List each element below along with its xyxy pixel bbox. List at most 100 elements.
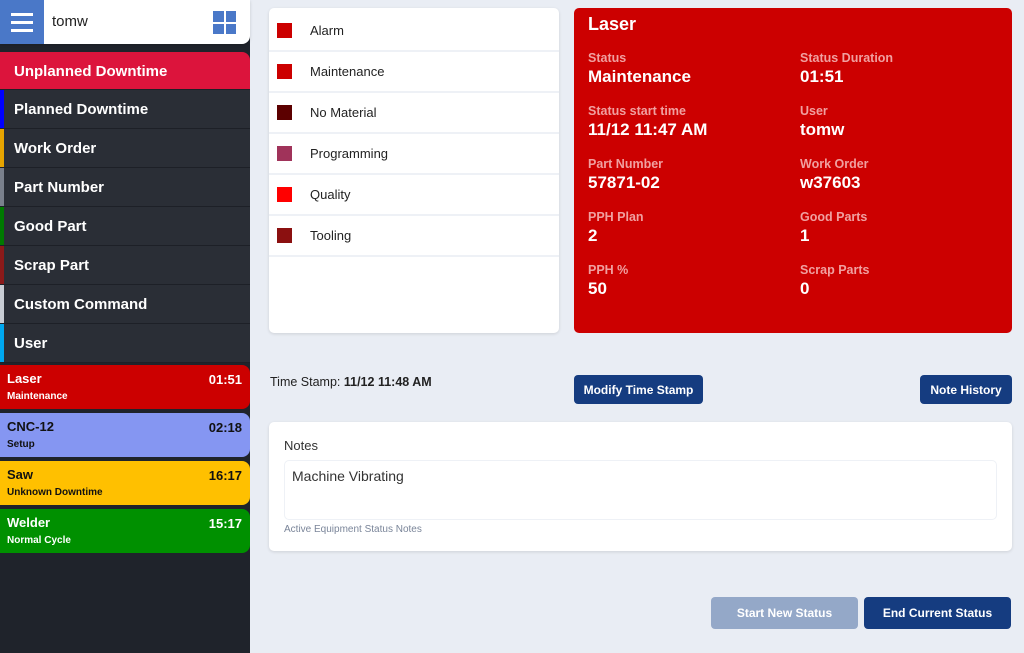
status-option-label: Alarm xyxy=(310,23,344,38)
machine-card[interactable]: Saw 16:17 Unknown Downtime xyxy=(0,461,250,505)
machine-name: CNC-12 xyxy=(7,419,54,434)
machine-card[interactable]: Laser 01:51 Maintenance xyxy=(0,365,250,409)
menu-item-label: User xyxy=(14,335,48,352)
detail-field: Work Order w37603 xyxy=(800,157,1000,193)
detail-field: PPH Plan 2 xyxy=(588,210,800,246)
menu-color-stripe xyxy=(0,168,4,206)
field-value: w37603 xyxy=(800,173,861,192)
menu-item-label: Good Part xyxy=(14,218,87,235)
detail-field: Status Duration 01:51 xyxy=(800,51,1000,87)
status-option-label: No Material xyxy=(310,105,377,120)
field-value: 50 xyxy=(588,279,607,298)
command-menu: Unplanned Downtime Planned Downtime Work O… xyxy=(0,52,250,363)
detail-field: Good Parts 1 xyxy=(800,210,1000,246)
menu-item[interactable]: Work Order xyxy=(0,129,250,168)
menu-item-label: Unplanned Downtime xyxy=(14,63,168,80)
detail-field: Part Number 57871-02 xyxy=(588,157,800,193)
field-value: 57871-02 xyxy=(588,173,660,192)
machine-card[interactable]: Welder 15:17 Normal Cycle xyxy=(0,509,250,553)
time-stamp: Time Stamp: 11/12 11:48 AM xyxy=(270,375,432,389)
menu-item-label: Work Order xyxy=(14,140,97,157)
field-value: 0 xyxy=(800,279,810,298)
machine-time: 16:17 xyxy=(208,468,242,483)
machine-name: Laser xyxy=(7,371,42,386)
menu-item[interactable]: Planned Downtime xyxy=(0,90,250,129)
notes-input[interactable]: Machine Vibrating xyxy=(284,460,997,520)
notes-card: Notes Machine Vibrating Active Equipment… xyxy=(269,422,1012,551)
notes-label: Notes xyxy=(284,438,318,453)
machine-time: 15:17 xyxy=(208,516,242,531)
menu-color-stripe xyxy=(0,285,4,323)
field-label: Status xyxy=(588,51,627,65)
menu-item-label: Scrap Part xyxy=(14,257,90,274)
status-option[interactable]: Maintenance xyxy=(269,52,559,93)
menu-color-stripe xyxy=(0,324,4,362)
status-color-swatch xyxy=(277,187,292,202)
field-label: PPH % xyxy=(588,263,629,277)
note-history-button[interactable]: Note History xyxy=(920,375,1012,404)
field-label: User xyxy=(800,104,828,118)
menu-color-stripe xyxy=(0,129,4,167)
field-value: 11/12 11:47 AM xyxy=(588,120,708,139)
detail-field: User tomw xyxy=(800,104,1000,140)
modify-time-stamp-button[interactable]: Modify Time Stamp xyxy=(574,375,703,404)
machine-status: Normal Cycle xyxy=(7,535,71,546)
status-option-label: Maintenance xyxy=(310,64,385,79)
machine-card[interactable]: CNC-12 02:18 Setup xyxy=(0,413,250,457)
detail-field: PPH % 50 xyxy=(588,263,800,299)
status-option[interactable]: Quality xyxy=(269,175,559,216)
end-current-status-button[interactable]: End Current Status xyxy=(864,597,1011,629)
menu-item[interactable]: Part Number xyxy=(0,168,250,207)
sidebar: tomw Unplanned Downtime Planned Downtime W… xyxy=(0,0,250,653)
machine-time: 02:18 xyxy=(208,420,242,435)
menu-item[interactable]: User xyxy=(0,324,250,363)
machine-time: 01:51 xyxy=(208,372,242,387)
machine-status: Maintenance xyxy=(7,391,68,402)
status-option[interactable]: No Material xyxy=(269,93,559,134)
menu-item[interactable]: Scrap Part xyxy=(0,246,250,285)
start-new-status-button[interactable]: Start New Status xyxy=(711,597,858,629)
field-label: PPH Plan xyxy=(588,210,644,224)
status-color-swatch xyxy=(277,64,292,79)
status-option-label: Tooling xyxy=(310,228,352,243)
machine-status: Unknown Downtime xyxy=(7,487,103,498)
menu-item-label: Part Number xyxy=(14,179,105,196)
machine-status: Setup xyxy=(7,439,35,450)
field-label: Part Number xyxy=(588,157,664,171)
status-list: Alarm Maintenance No Material Programming Qu… xyxy=(269,8,559,333)
menu-item-label: Planned Downtime xyxy=(14,101,149,118)
machine-name: Welder xyxy=(7,515,51,530)
status-option[interactable]: Programming xyxy=(269,134,559,175)
field-value: Maintenance xyxy=(588,67,691,86)
field-label: Status Duration xyxy=(800,51,894,65)
status-option[interactable]: Alarm xyxy=(269,11,559,52)
detail-field: Status start time 11/12 11:47 AM xyxy=(588,104,800,140)
field-label: Good Parts xyxy=(800,210,868,224)
hamburger-icon[interactable] xyxy=(0,0,44,44)
menu-item[interactable]: Unplanned Downtime xyxy=(0,52,250,90)
status-option-label: Quality xyxy=(310,187,351,202)
machine-detail-card: Laser Status Maintenance Status Duration 01… xyxy=(574,8,1012,333)
field-value: tomw xyxy=(800,120,845,139)
menu-item[interactable]: Good Part xyxy=(0,207,250,246)
menu-item[interactable]: Custom Command xyxy=(0,285,250,324)
menu-color-stripe xyxy=(0,90,4,128)
detail-field: Status Maintenance xyxy=(588,51,800,87)
status-color-swatch xyxy=(277,146,292,161)
menu-color-stripe xyxy=(0,246,4,284)
header: tomw xyxy=(0,0,250,44)
status-color-swatch xyxy=(277,105,292,120)
status-color-swatch xyxy=(277,228,292,243)
notes-hint: Active Equipment Status Notes xyxy=(284,524,422,535)
detail-field: Scrap Parts 0 xyxy=(800,263,1000,299)
menu-item-label: Custom Command xyxy=(14,296,148,313)
status-option[interactable]: Tooling xyxy=(269,216,559,257)
field-label: Work Order xyxy=(800,157,869,171)
field-value: 01:51 xyxy=(800,67,844,86)
status-option-label: Programming xyxy=(310,146,389,161)
field-value: 1 xyxy=(800,226,810,245)
username: tomw xyxy=(52,13,88,30)
machine-name: Saw xyxy=(7,467,34,482)
grid-icon[interactable] xyxy=(213,11,236,34)
time-stamp-value: 11/12 11:48 AM xyxy=(343,375,432,389)
